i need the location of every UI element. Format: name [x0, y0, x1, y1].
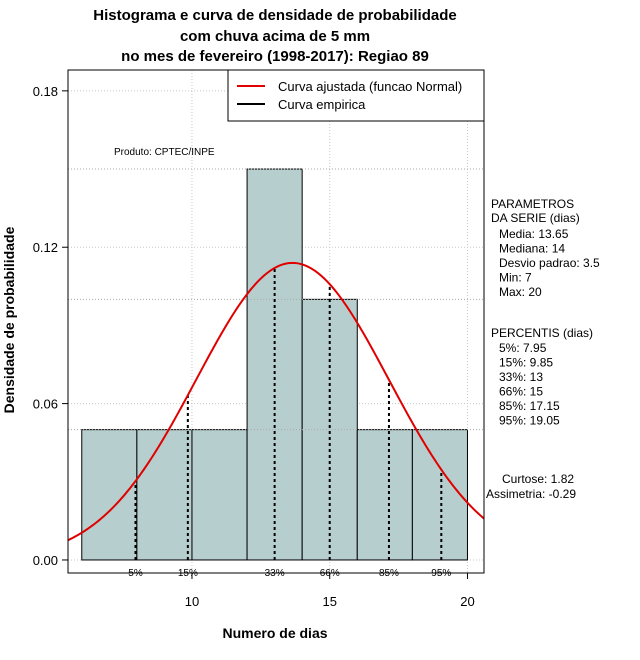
chart-title-line: com chuva acima de 5 mm	[180, 28, 370, 45]
chart-title-line: no mes de fevereiro (1998-2017): Regiao …	[121, 48, 429, 65]
histogram-bar	[81, 429, 138, 561]
parameter-line: Max: 20	[499, 285, 542, 299]
chart-title-line: Histograma e curva de densidade de proba…	[93, 7, 456, 24]
y-tick-label: 0.12	[33, 240, 58, 255]
skewness-label: Assimetria: -0.29	[486, 487, 576, 501]
kurtosis-label: Curtose: 1.82	[502, 472, 574, 486]
x-axis-label: Numero de dias	[222, 625, 327, 641]
legend-label: Curva empirica	[278, 97, 366, 112]
parameter-line: Mediana: 14	[499, 242, 565, 256]
percentile-value-line: 5%: 7.95	[499, 341, 547, 355]
parameters-heading: DA SERIE (dias)	[491, 211, 580, 225]
x-tick-label: 10	[185, 594, 199, 609]
histogram-bar	[246, 168, 303, 561]
percentile-value-line: 33%: 13	[499, 370, 543, 384]
percentile-value-line: 66%: 15	[499, 385, 543, 399]
y-tick-label: 0.18	[33, 84, 58, 99]
x-tick-label: 20	[460, 594, 474, 609]
histogram-bar	[356, 429, 413, 561]
percentis-heading: PERCENTIS (dias)	[491, 326, 593, 340]
normal-curve-line	[67, 261, 485, 542]
percentile-value-line: 85%: 17.15	[499, 399, 560, 413]
parameters-heading: PARAMETROS	[491, 197, 574, 211]
histogram-bar	[136, 429, 193, 561]
product-annotation: Produto: CPTEC/INPE	[114, 147, 215, 158]
parameter-line: Desvio padrao: 3.5	[499, 256, 600, 270]
y-tick-label: 0.06	[33, 397, 58, 412]
y-axis-label: Densidade de probabilidade	[1, 226, 17, 413]
percentile-value-line: 95%: 19.05	[499, 414, 560, 428]
y-tick-label: 0.00	[33, 553, 58, 568]
percentile-value-line: 15%: 9.85	[499, 356, 553, 370]
legend-box	[227, 69, 485, 122]
histogram-bar	[411, 429, 468, 561]
x-tick-label: 15	[322, 594, 336, 609]
legend-label: Curva ajustada (funcao Normal)	[278, 79, 462, 94]
parameter-line: Media: 13.65	[499, 227, 569, 241]
parameter-line: Min: 7	[499, 271, 532, 285]
histogram-bar	[191, 429, 248, 561]
